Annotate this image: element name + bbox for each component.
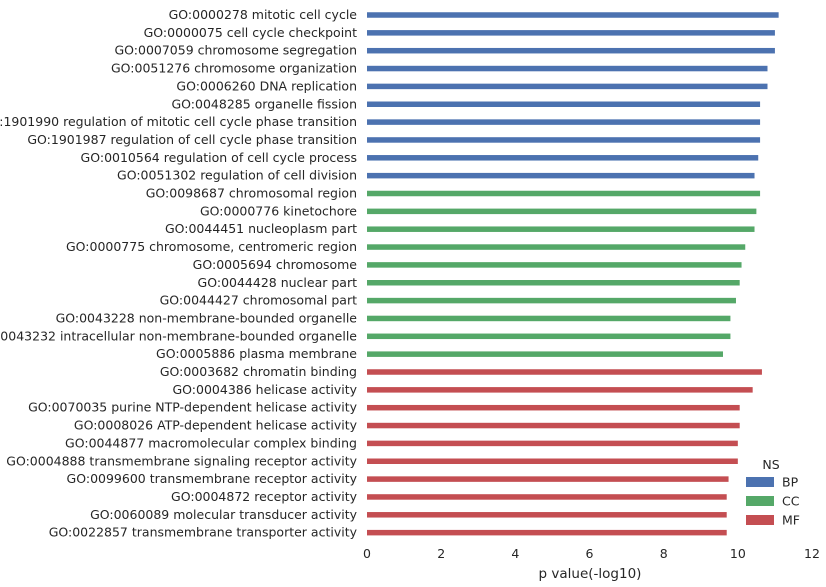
category-label: GO:0098687 chromosomal region [146, 186, 357, 201]
category-label: GO:0008026 ATP-dependent helicase activi… [74, 418, 358, 433]
bar-bp [367, 155, 759, 161]
bar-cc [367, 351, 723, 357]
x-tick-label: 10 [730, 546, 746, 561]
category-label: GO:0051302 regulation of cell division [117, 168, 357, 183]
x-axis-ticks-group: 0 2 4 6 8 10 12 [363, 546, 820, 561]
x-tick-label: 2 [437, 546, 445, 561]
legend-title: NS [762, 457, 779, 472]
bar-bp [367, 47, 775, 54]
category-labels-group: GO:0000278 mitotic cell cycle GO:0000075 … [0, 7, 358, 540]
category-label: GO:0022857 transmembrane transporter act… [49, 525, 358, 540]
legend-entries: BP CC MF [746, 475, 800, 528]
bar-mf [367, 369, 762, 375]
bar-mf [367, 387, 753, 393]
bar-bp [367, 83, 768, 90]
category-label: GO:1901990 regulation of mitotic cell cy… [0, 114, 357, 129]
category-label: GO:0005886 plasma membrane [156, 346, 357, 361]
bar-cc [367, 262, 742, 268]
bar-cc [367, 190, 761, 197]
category-label: GO:0051276 chromosome organization [111, 61, 357, 76]
bars-group [367, 12, 779, 536]
category-label: GO:0048285 organelle fission [172, 96, 358, 111]
bar-mf [367, 404, 740, 411]
category-label: GO:0000776 kinetochore [200, 203, 357, 218]
category-label: GO:0044428 nuclear part [198, 275, 358, 290]
x-tick-label: 12 [804, 546, 820, 561]
category-label: GO:0099600 transmembrane receptor activi… [67, 471, 358, 486]
bar-bp [367, 30, 775, 36]
bar-bp [367, 12, 779, 18]
bar-bp [367, 119, 761, 125]
bar-bp [367, 65, 768, 72]
category-label: GO:0000278 mitotic cell cycle [169, 7, 358, 22]
category-label: GO:0004386 helicase activity [172, 382, 357, 397]
category-label: GO:0060089 molecular transducer activity [90, 507, 358, 522]
bar-mf [367, 458, 738, 464]
bar-cc [367, 297, 736, 304]
bar-mf [367, 440, 738, 447]
bar-cc [367, 315, 731, 322]
category-label: GO:1901987 regulation of cell cycle phas… [27, 132, 357, 147]
legend: NS BP CC MF [746, 457, 800, 528]
category-label: GO:0000075 cell cycle checkpoint [144, 25, 357, 40]
category-label: GO:0043228 non-membrane-bounded organell… [56, 310, 358, 325]
category-label: GO:0007059 chromosome segregation [114, 43, 357, 58]
category-label: GO:0044427 chromosomal part [160, 293, 357, 308]
bar-bp [367, 101, 761, 107]
legend-swatch-cc [746, 496, 774, 506]
x-tick-label: 0 [363, 546, 371, 561]
legend-label-cc: CC [782, 494, 800, 509]
category-label: GO:0070035 purine NTP-dependent helicase… [28, 400, 358, 415]
legend-label-bp: BP [782, 475, 799, 490]
category-label: GO:0010564 regulation of cell cycle proc… [81, 150, 357, 165]
category-label: GO:0043232 intracellular non-membrane-bo… [0, 328, 357, 343]
bar-mf [367, 494, 727, 500]
category-label: GO:0044451 nucleoplasm part [165, 221, 357, 236]
bar-cc [367, 333, 731, 340]
category-label: GO:0044877 macromolecular complex bindin… [65, 435, 357, 450]
bar-mf [367, 512, 727, 518]
x-tick-label: 6 [586, 546, 594, 561]
bar-cc [367, 208, 757, 215]
legend-label-mf: MF [782, 513, 800, 528]
bar-bp [367, 137, 761, 143]
category-label: GO:0005694 chromosome [193, 257, 358, 272]
bar-cc [367, 244, 746, 250]
bar-mf [367, 529, 727, 536]
legend-swatch-bp [746, 477, 774, 487]
bar-mf [367, 422, 740, 429]
category-label: GO:0000775 chromosome, centromeric regio… [66, 239, 357, 254]
bar-mf [367, 476, 729, 482]
x-tick-label: 4 [511, 546, 519, 561]
x-tick-label: 8 [660, 546, 668, 561]
category-label: GO:0006260 DNA replication [176, 78, 357, 93]
category-label: GO:0003682 chromatin binding [160, 364, 357, 379]
bar-cc [367, 280, 740, 286]
category-label: GO:0004872 receptor activity [171, 489, 358, 504]
bar-cc [367, 226, 755, 232]
legend-swatch-mf [746, 515, 774, 525]
category-label: GO:0004888 transmembrane signaling recep… [6, 453, 357, 468]
bar-bp [367, 172, 755, 179]
x-axis-title: p value(-log10) [539, 566, 642, 582]
